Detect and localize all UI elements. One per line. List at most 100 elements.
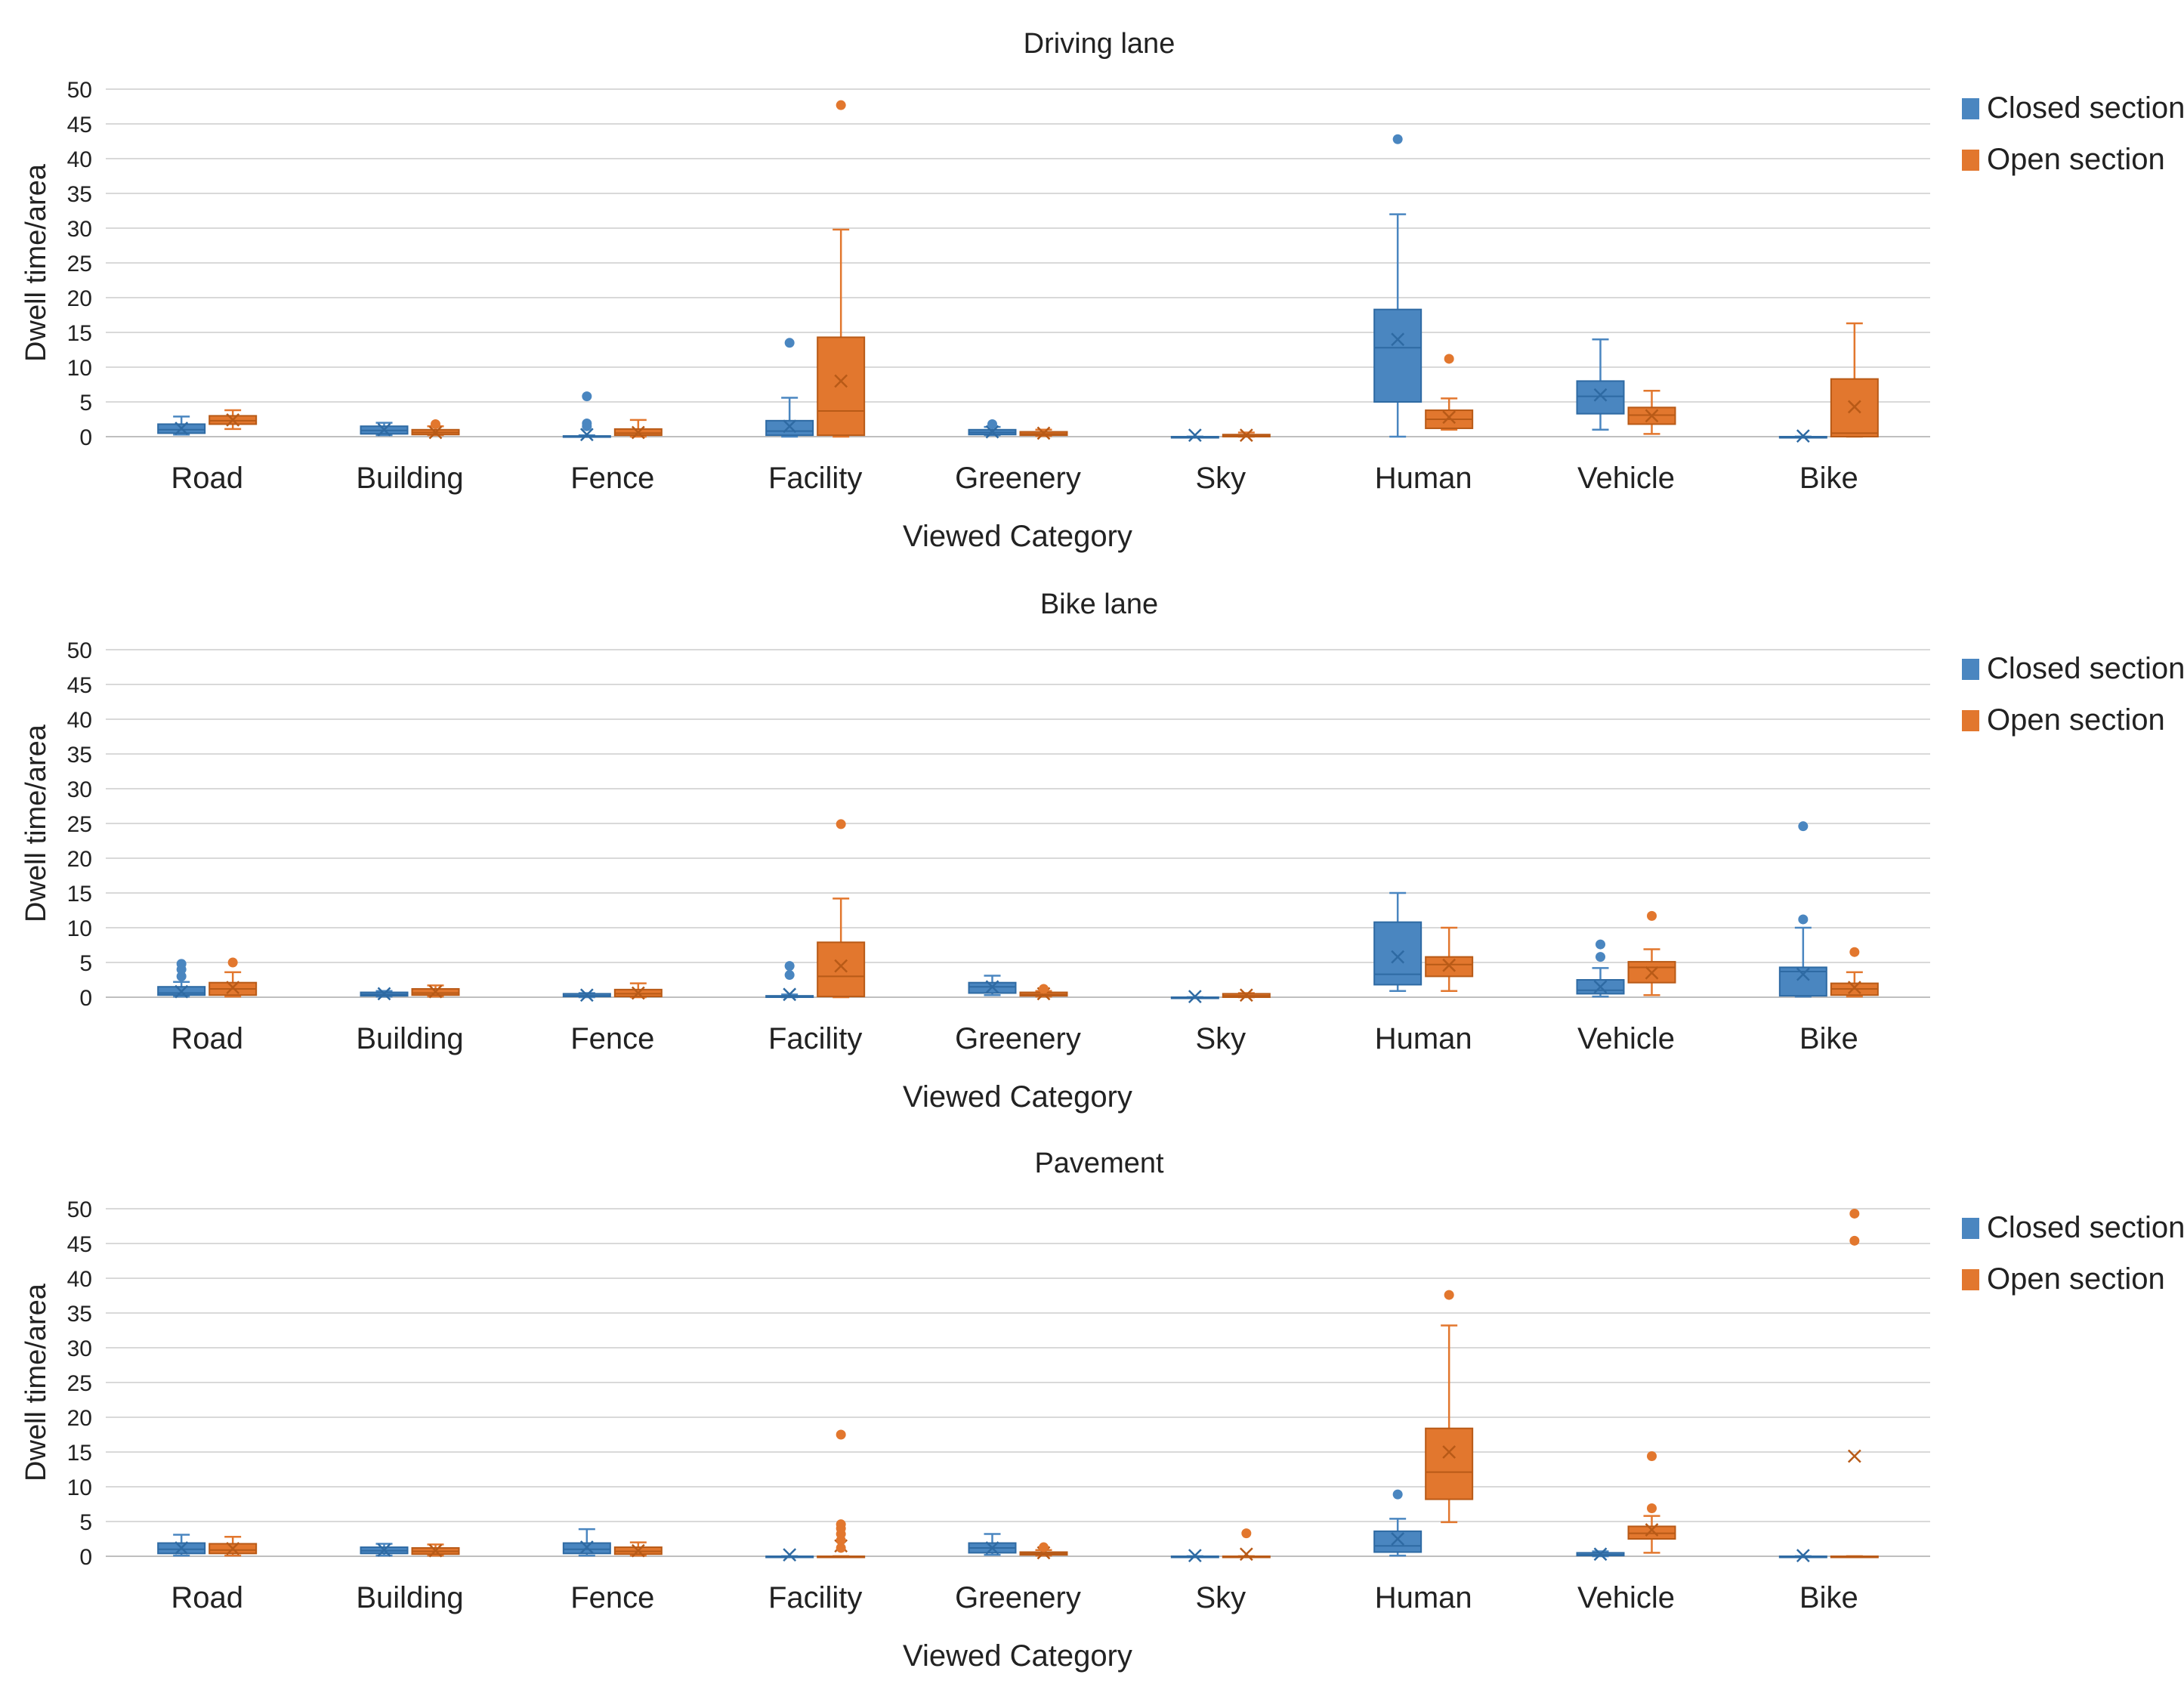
x-tick-label: Fence (570, 1022, 654, 1055)
outlier-point (1849, 1235, 1860, 1246)
legend-swatch-open (1962, 150, 1979, 171)
y-tick-label: 30 (67, 777, 92, 802)
mean-marker (175, 1541, 189, 1555)
mean-marker (1645, 409, 1659, 423)
box-building (360, 1543, 409, 1557)
legend-swatch-open (1962, 710, 1979, 731)
x-tick-label: Facility (768, 1022, 862, 1055)
x-tick-label: Road (171, 1581, 243, 1614)
box-facility (817, 1429, 866, 1559)
outlier-point (1596, 952, 1605, 962)
x-tick-label: Bike (1799, 462, 1858, 495)
box-building (360, 422, 409, 437)
series-open (209, 819, 1879, 1003)
chart-panel-1: Driving lane 0 5 10 15 20 25 30 35 40 45 50 Dwell ti… (20, 28, 2184, 553)
box-sky (1222, 1528, 1271, 1562)
box-iqr (1425, 956, 1474, 978)
box-sky (1170, 428, 1219, 443)
x-tick-label: Vehicle (1577, 1581, 1675, 1614)
x-tick-label: Sky (1195, 462, 1246, 495)
box-vehicle (1576, 939, 1625, 998)
mean-marker (783, 419, 797, 434)
legend-swatch-closed (1962, 659, 1979, 680)
box-facility (765, 1548, 814, 1562)
box-facility (765, 338, 814, 438)
outlier-point (1039, 984, 1049, 994)
box-fence (613, 982, 663, 1000)
x-tick-label: Fence (570, 462, 654, 495)
mean-marker (631, 986, 645, 1000)
box-building (411, 1543, 460, 1558)
box-iqr (817, 941, 866, 998)
mean-marker (631, 1543, 645, 1558)
box-building (411, 984, 460, 999)
mean-marker (783, 987, 797, 1002)
legend-label: Closed section (1987, 1211, 2184, 1244)
box-greenery (1019, 426, 1068, 440)
mean-marker (226, 981, 240, 995)
outlier-point (836, 1429, 846, 1440)
x-tick-label: Bike (1799, 1581, 1858, 1614)
box-building (411, 419, 460, 440)
box-bike (1830, 322, 1879, 438)
y-tick-label: 25 (67, 252, 92, 277)
x-tick-label: Vehicle (1577, 1022, 1675, 1055)
y-axis-label: Dwell time/area (20, 724, 52, 922)
mean-marker (1391, 950, 1405, 964)
outlier-point (176, 971, 187, 981)
outlier-point (836, 1543, 846, 1553)
mean-marker (1645, 965, 1659, 980)
outlier-point (836, 1519, 846, 1530)
x-tick-label: Building (356, 462, 463, 495)
mean-marker (428, 1543, 443, 1558)
y-tick-label: 25 (67, 812, 92, 837)
box-bike (1778, 1549, 1827, 1562)
outlier-point (227, 957, 238, 968)
box-road (209, 409, 258, 431)
outlier-point (582, 419, 592, 429)
series-closed (157, 821, 1827, 1003)
series-open (209, 100, 1879, 443)
x-tick-label: Bike (1799, 1022, 1858, 1055)
box-human (1373, 134, 1423, 438)
x-tick-label: Greenery (955, 462, 1081, 495)
mean-marker (1239, 428, 1253, 443)
box-sky (1222, 988, 1271, 1003)
mean-marker (1188, 428, 1202, 443)
outlier-point (1798, 821, 1809, 832)
mean-marker (1442, 1445, 1457, 1459)
y-tick-label: 50 (67, 638, 92, 663)
legend-swatch-closed (1962, 1218, 1979, 1239)
legend-label: Open section (1987, 1262, 2165, 1296)
mean-marker (428, 425, 443, 440)
x-tick-label: Road (171, 1022, 243, 1055)
legend: Closed section Open section (1962, 652, 2184, 737)
mean-marker (1239, 988, 1253, 1003)
mean-marker (1239, 1547, 1253, 1562)
outlier-point (1849, 1208, 1860, 1219)
box-road (157, 959, 206, 999)
y-tick-label: 15 (67, 1441, 92, 1466)
y-tick-label: 35 (67, 182, 92, 207)
y-tick-label: 30 (67, 217, 92, 242)
outlier-point (1596, 939, 1605, 950)
y-tick-label: 25 (67, 1371, 92, 1396)
outlier-point (987, 419, 997, 429)
y-tick-label: 10 (67, 1475, 92, 1500)
legend-swatch-closed (1962, 98, 1979, 119)
box-iqr (1373, 921, 1423, 986)
outlier-point (1647, 1503, 1657, 1514)
chart-panel-3: Pavement 0 5 10 15 20 25 30 35 40 45 50 Dwell time/a… (20, 1148, 2184, 1673)
y-tick-label: 20 (67, 847, 92, 872)
x-tick-label: Sky (1195, 1022, 1246, 1055)
mean-marker (1188, 990, 1202, 1003)
box-greenery (968, 1533, 1017, 1556)
legend: Closed section Open section (1962, 91, 2184, 176)
box-fence (562, 1528, 611, 1557)
y-tick-label: 45 (67, 1232, 92, 1257)
mean-marker (1847, 400, 1861, 414)
y-tick-label: 0 (79, 1545, 92, 1570)
x-tick-label: Facility (768, 462, 862, 495)
mean-marker (226, 413, 240, 427)
